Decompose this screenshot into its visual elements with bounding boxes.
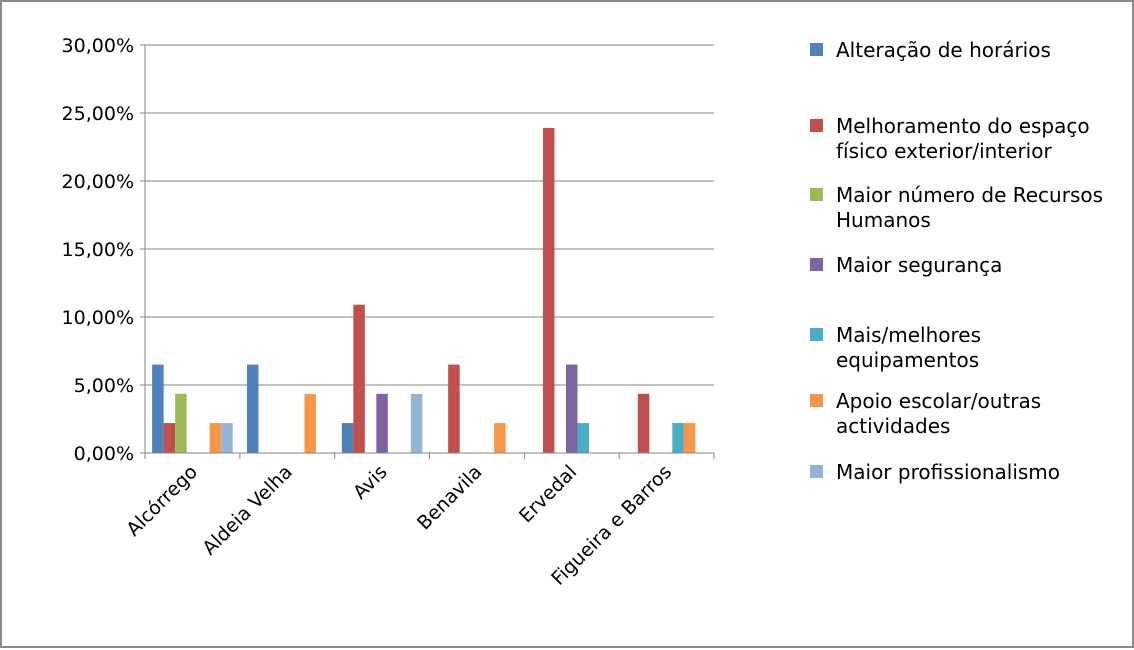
legend-label: actividades [836, 414, 950, 438]
legend-label: Melhoramento do espaço [836, 114, 1090, 138]
y-axis-ticks: 0,00% 5,00% 10,00% 15,00% 20,00% 25,00% 30,00% [62, 35, 145, 465]
bar [410, 393, 423, 453]
legend-label: Humanos [836, 208, 931, 232]
y-tick-label: 15,00% [62, 239, 134, 261]
legend: Alteração de horários Melhoramento do esp… [810, 38, 1103, 484]
legend-swatch [810, 258, 823, 271]
bar [247, 364, 259, 453]
x-category-label: Aldeia Velha [198, 461, 296, 559]
bars [152, 127, 696, 454]
x-category-label: Alcórrego [122, 461, 202, 541]
bar [209, 423, 222, 453]
bar [353, 304, 365, 453]
legend-swatch [810, 43, 823, 56]
x-category-label: Avis [349, 461, 392, 504]
legend-swatch [810, 394, 823, 407]
legend-label: Maior profissionalismo [836, 460, 1060, 484]
bar [577, 423, 589, 453]
y-tick-label: 5,00% [74, 375, 134, 397]
bar [566, 364, 578, 453]
legend-label: Apoio escolar/outras [836, 389, 1041, 413]
y-tick-label: 20,00% [62, 171, 134, 193]
y-tick-label: 30,00% [62, 35, 134, 57]
y-tick-label: 10,00% [62, 307, 134, 329]
bar [304, 393, 316, 453]
bar [672, 423, 684, 453]
bar [448, 364, 460, 453]
legend-swatch [810, 328, 823, 341]
legend-label: Maior segurança [836, 253, 1002, 277]
bar [376, 393, 388, 453]
legend-label: Maior número de Recursos [836, 183, 1103, 207]
bar [637, 393, 650, 453]
legend-swatch [810, 188, 823, 201]
legend-label: Alteração de horários [836, 38, 1051, 62]
bar [341, 423, 354, 453]
bar [543, 127, 555, 454]
legend-label: Mais/melhores [836, 323, 981, 347]
legend-swatch [810, 119, 823, 132]
y-tick-label: 25,00% [62, 103, 134, 125]
bar [163, 423, 176, 453]
bar [494, 423, 506, 453]
bar [175, 393, 187, 453]
bar [683, 423, 696, 453]
bar [221, 423, 233, 453]
y-tick-label: 0,00% [74, 443, 134, 465]
gridlines [145, 44, 714, 386]
legend-label: físico exterior/interior [836, 139, 1052, 163]
legend-label: equipamentos [836, 348, 979, 372]
legend-swatch [810, 465, 823, 478]
axes [144, 45, 715, 459]
x-category-label: Benavila [413, 461, 486, 534]
x-category-label: Ervedal [515, 461, 581, 527]
bar [152, 364, 164, 453]
